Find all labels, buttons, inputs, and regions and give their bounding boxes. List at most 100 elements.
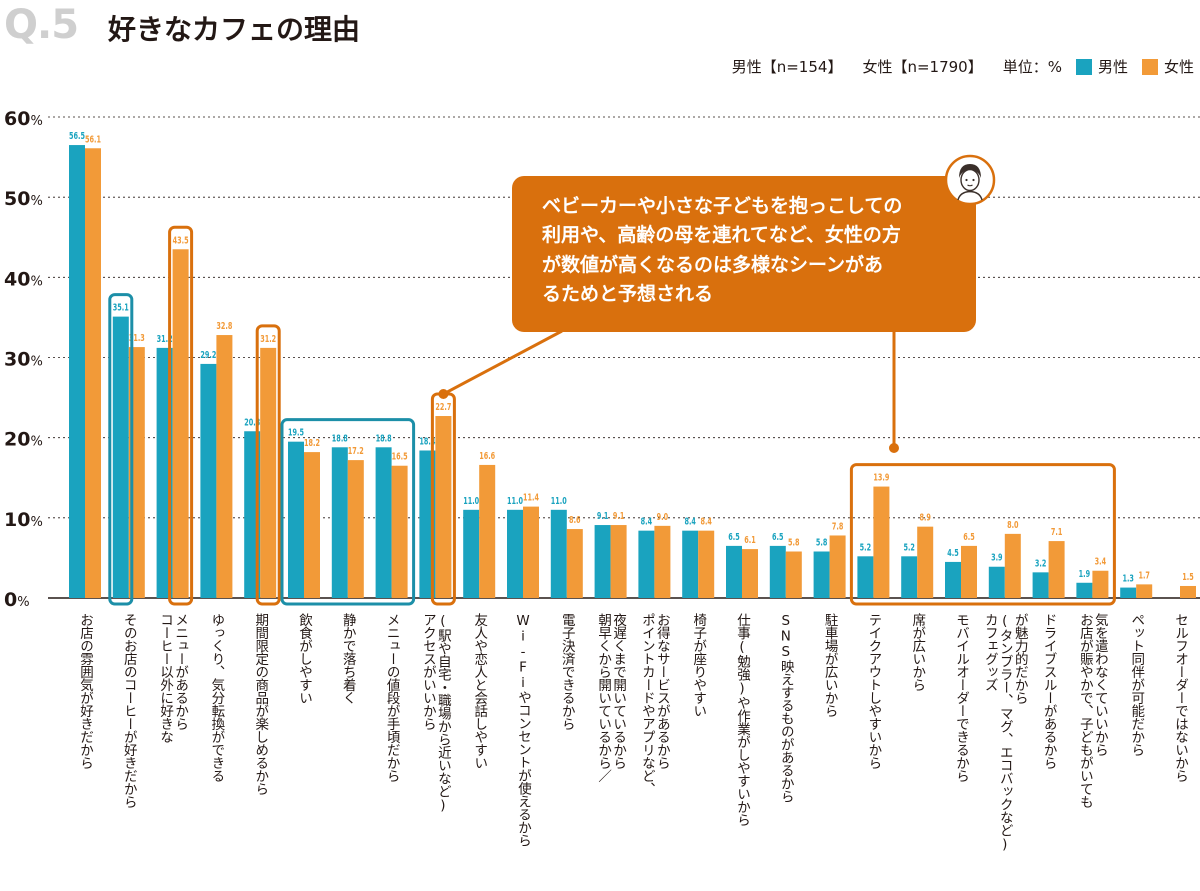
- bar-female: [610, 525, 627, 598]
- bar-male: [1032, 572, 1049, 598]
- bar-female: [873, 486, 890, 598]
- value-label-male: 11.0: [551, 496, 567, 507]
- category-label: メニューがあるから: [172, 613, 189, 731]
- bar-female: [523, 506, 539, 598]
- highlight-box: [280, 418, 416, 606]
- category-label: そのお店のコーヒーが好きだから: [121, 613, 138, 809]
- question-number: Q.5: [4, 2, 79, 48]
- bar-male: [682, 530, 699, 598]
- value-label-female: 22.7: [435, 402, 451, 413]
- value-label-female: 11.4: [523, 493, 539, 504]
- value-label-male: 8.4: [684, 517, 696, 528]
- legend-female: 女性: [1141, 56, 1194, 77]
- value-label-male: 18.8: [376, 433, 392, 444]
- bar-female: [917, 526, 934, 598]
- value-label-female: 31.2: [260, 334, 276, 345]
- bar-female: [435, 416, 452, 598]
- value-label-female: 18.2: [304, 438, 320, 449]
- value-label-female: 17.2: [348, 446, 364, 457]
- callout-line: 利用や、高齢の母を連れてなど、女性の方: [542, 224, 901, 247]
- bar-male: [945, 561, 961, 598]
- male-sample-size: 男性【n=154】: [731, 58, 843, 76]
- bar-male: [813, 551, 830, 598]
- bar-female: [172, 249, 189, 598]
- category-label: 期間限定の商品が楽しめるから: [252, 613, 269, 796]
- value-label-female: 7.8: [832, 521, 843, 532]
- bar-female: [654, 525, 671, 598]
- category-label: 椅子が座りやすい: [690, 613, 707, 717]
- person-avatar-icon: [944, 154, 996, 206]
- value-label-female: 16.5: [392, 452, 408, 463]
- category-label: 駐車場が広いから: [822, 613, 839, 718]
- category-label: 電子決済できるから: [559, 613, 576, 731]
- category-label: モバイルオーダーできるから: [953, 613, 969, 783]
- bar-female: [1092, 570, 1109, 598]
- bar-male: [550, 509, 567, 598]
- category-label: お店が賑やかで、子どもがいても: [1077, 613, 1094, 809]
- value-label-male: 5.2: [903, 542, 914, 553]
- legend-male: 男性: [1075, 56, 1128, 77]
- value-label-male: 3.2: [1035, 558, 1046, 569]
- chart-title: 好きなカフェの理由: [108, 13, 361, 46]
- value-label-male: 1.3: [1122, 574, 1133, 585]
- value-label-female: 8.0: [1007, 520, 1019, 531]
- category-label: ペット同伴が可能だから: [1128, 613, 1145, 757]
- category-label: (駅や自宅・職場から近いなど): [435, 613, 452, 813]
- value-label-male: 9.1: [597, 511, 608, 522]
- bar-female: [566, 529, 583, 598]
- callout-bubble: ベビーカーや小さな子どもを抱っこしての 利用や、高齢の母を連れてなど、女性の方 …: [512, 176, 976, 332]
- callout-line: るためと予想される: [542, 283, 714, 306]
- legend-female-swatch: [1141, 58, 1158, 75]
- value-label-male: 19.5: [288, 428, 304, 439]
- value-label-female: 56.1: [85, 134, 101, 145]
- value-label-female: 1.5: [1182, 572, 1193, 583]
- value-label-male: 29.2: [200, 350, 216, 361]
- bar-male: [112, 316, 129, 598]
- category-label: 友人や恋人と会話しやすい: [471, 613, 488, 769]
- category-label: 朝早くから開いているから／: [595, 613, 612, 783]
- value-label-female: 13.9: [873, 473, 889, 484]
- bar-male: [375, 447, 392, 598]
- y-tick-label: 50%: [4, 188, 43, 210]
- bar-male: [857, 556, 874, 598]
- category-label: SNS映えするものがあるから: [778, 613, 795, 803]
- bar-female: [304, 452, 320, 598]
- bar-male: [726, 545, 742, 598]
- bar-female: [260, 347, 277, 598]
- value-label-female: 8.4: [700, 517, 712, 528]
- category-label: 飲食がしやすい: [296, 613, 313, 704]
- value-label-female: 5.8: [788, 537, 799, 548]
- value-label-male: 1.9: [1079, 569, 1090, 580]
- bar-male: [69, 145, 85, 598]
- value-label-female: 7.1: [1051, 527, 1062, 538]
- category-label: 気を遣わなくていいから: [1092, 613, 1109, 757]
- value-label-female: 6.5: [963, 532, 974, 543]
- bar-female: [1004, 533, 1021, 598]
- category-label: お店の雰囲気が好きだから: [77, 613, 94, 770]
- bar-female: [479, 464, 496, 598]
- value-label-female: 3.4: [1095, 557, 1107, 568]
- highlight-box: [168, 225, 194, 606]
- y-tick-label: 10%: [4, 509, 43, 531]
- highlight-box: [108, 293, 134, 606]
- bar-female: [1180, 585, 1196, 598]
- header: Q.5 好きなカフェの理由: [0, 0, 1200, 60]
- category-label: コーヒー以外に好きな: [157, 613, 174, 743]
- y-tick-label: 40%: [4, 268, 43, 290]
- callout-line: ベビーカーや小さな子どもを抱っこしての: [542, 195, 903, 217]
- value-label-male: 5.8: [816, 537, 827, 548]
- callout-connector: [442, 329, 563, 396]
- category-label: セルフオーダーではないから: [1172, 613, 1189, 783]
- value-label-female: 6.1: [744, 535, 755, 546]
- highlight-box: [849, 463, 1116, 606]
- bar-male: [1076, 582, 1093, 598]
- value-label-male: 18.4: [419, 436, 435, 447]
- callout-connector-dot: [889, 443, 899, 453]
- bar-male: [901, 556, 918, 598]
- y-tick-label: 0%: [4, 589, 30, 611]
- category-label: お得なサービスがあるから: [654, 613, 671, 770]
- bar-female: [742, 549, 758, 598]
- callout-line: が数値が高くなるのは多様なシーンがあ: [542, 253, 884, 276]
- bar-female: [1136, 584, 1153, 598]
